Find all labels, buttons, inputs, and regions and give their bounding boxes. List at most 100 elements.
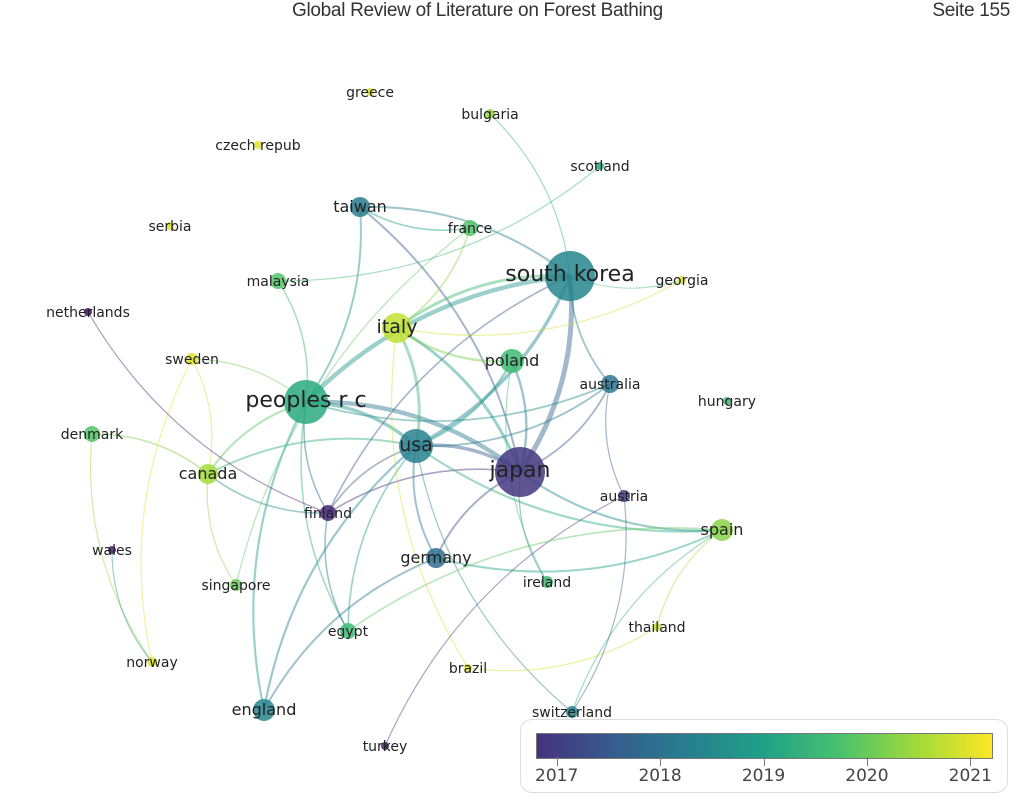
node-greece[interactable]	[366, 88, 374, 96]
node-label-peoples-r-c: peoples r c	[245, 388, 366, 413]
legend-tick-label: 2019	[741, 766, 786, 786]
node-egypt[interactable]	[340, 623, 356, 639]
node-denmark[interactable]	[84, 426, 100, 442]
node-label-australia: australia	[580, 377, 641, 393]
link-denmark-norway	[89, 433, 153, 663]
node-taiwan[interactable]	[350, 197, 370, 217]
node-bulgaria[interactable]	[485, 109, 495, 119]
node-hungary[interactable]	[723, 397, 731, 405]
node-label-austria: austria	[600, 489, 648, 505]
node-label-canada: canada	[179, 464, 238, 483]
node-italy[interactable]	[382, 313, 412, 343]
node-label-greece: greece	[346, 85, 394, 101]
link-usa-australia	[415, 383, 611, 448]
node-wales[interactable]	[108, 546, 116, 554]
link-japan-finland	[327, 468, 521, 514]
link-japan-taiwan	[359, 206, 521, 473]
node-usa[interactable]	[399, 429, 433, 463]
node-malaysia[interactable]	[270, 273, 286, 289]
node-scotland[interactable]	[596, 162, 604, 170]
link-canada-sweden	[191, 358, 213, 475]
node-netherlands[interactable]	[84, 308, 92, 316]
node-label-serbia: serbia	[148, 219, 191, 235]
node-turkey[interactable]	[381, 742, 389, 750]
node-label-malaysia: malaysia	[247, 274, 310, 290]
node-label-usa: usa	[399, 434, 433, 456]
node-label-south-korea: south korea	[505, 262, 634, 287]
link-usa-canada	[207, 437, 417, 475]
node-label-japan: japan	[489, 458, 551, 483]
legend-tick	[970, 757, 972, 766]
node-label-brazil: brazil	[449, 661, 487, 677]
link-netherlands-finland	[87, 311, 329, 514]
legend-tick	[866, 757, 868, 766]
node-label-finland: finland	[304, 506, 352, 522]
node-switzerland[interactable]	[566, 706, 578, 718]
page-number: Seite 155	[932, 0, 1010, 21]
node-label-turkey: turkey	[363, 739, 408, 755]
legend-tick	[556, 757, 558, 766]
link-italy-georgia	[396, 279, 683, 336]
node-austria[interactable]	[618, 490, 630, 502]
link-canada-denmark	[91, 433, 209, 475]
node-south-korea[interactable]	[545, 251, 595, 301]
link-finland-egypt	[324, 512, 349, 632]
link-germany-spain	[435, 529, 723, 573]
node-germany[interactable]	[426, 548, 446, 568]
node-singapore[interactable]	[230, 579, 242, 591]
node-label-egypt: egypt	[328, 624, 369, 640]
link-switzerland-austria	[571, 495, 627, 713]
node-japan[interactable]	[495, 447, 545, 497]
node-finland[interactable]	[320, 505, 336, 521]
node-label-wales: wales	[92, 543, 132, 559]
node-ireland[interactable]	[541, 576, 553, 588]
node-australia[interactable]	[601, 375, 619, 393]
link-taiwan-france	[359, 206, 471, 231]
legend-tick	[763, 757, 765, 766]
node-spain[interactable]	[711, 519, 733, 541]
link-austria-turkey	[384, 495, 625, 747]
link-spain-switzerland	[571, 529, 723, 713]
link-canada-singapore	[206, 473, 237, 586]
node-label-taiwan: taiwan	[333, 197, 387, 216]
link-usa-england	[262, 445, 417, 711]
link-peoples-r-c-australia	[305, 383, 611, 422]
node-brazil[interactable]	[464, 664, 472, 672]
node-label-france: france	[448, 221, 492, 237]
node-label-hungary: hungary	[698, 394, 756, 410]
node-label-scotland: scotland	[570, 159, 629, 175]
legend-tick-label: 2020	[845, 766, 889, 786]
node-label-switzerland: switzerland	[532, 705, 612, 721]
link-sweden-norway	[140, 358, 193, 663]
node-thailand[interactable]	[653, 623, 661, 631]
node-georgia[interactable]	[678, 276, 686, 284]
node-peoples-r-c[interactable]	[284, 380, 328, 424]
node-norway[interactable]	[147, 657, 157, 667]
node-sweden[interactable]	[186, 353, 198, 365]
link-spain-thailand	[656, 529, 723, 628]
link-peoples-r-c-egypt	[300, 401, 349, 632]
link-usa-italy	[395, 327, 421, 447]
node-label-denmark: denmark	[61, 427, 124, 443]
legend-tick-label: 2021	[948, 766, 992, 786]
link-japan-spain	[519, 471, 723, 532]
node-canada[interactable]	[198, 464, 218, 484]
node-label-spain: spain	[701, 520, 744, 539]
node-czech-repub[interactable]	[254, 141, 262, 149]
legend-tick	[660, 757, 662, 766]
node-label-sweden: sweden	[165, 352, 219, 368]
link-usa-switzerland	[415, 445, 573, 713]
link-japan-south-korea	[517, 275, 574, 474]
node-france[interactable]	[462, 220, 478, 236]
link-canada-finland	[207, 473, 329, 514]
year-color-legend: 2017 2018 2019 2020 2021	[520, 719, 1008, 793]
color-scale-bar	[536, 733, 993, 759]
document-title: Global Review of Literature on Forest Ba…	[292, 0, 663, 21]
node-england[interactable]	[253, 699, 275, 721]
link-malaysia-scotland	[277, 165, 601, 282]
link-peoples-r-c-england	[252, 401, 307, 711]
node-serbia[interactable]	[166, 222, 174, 230]
link-germany-england	[263, 557, 437, 711]
node-poland[interactable]	[500, 349, 524, 373]
